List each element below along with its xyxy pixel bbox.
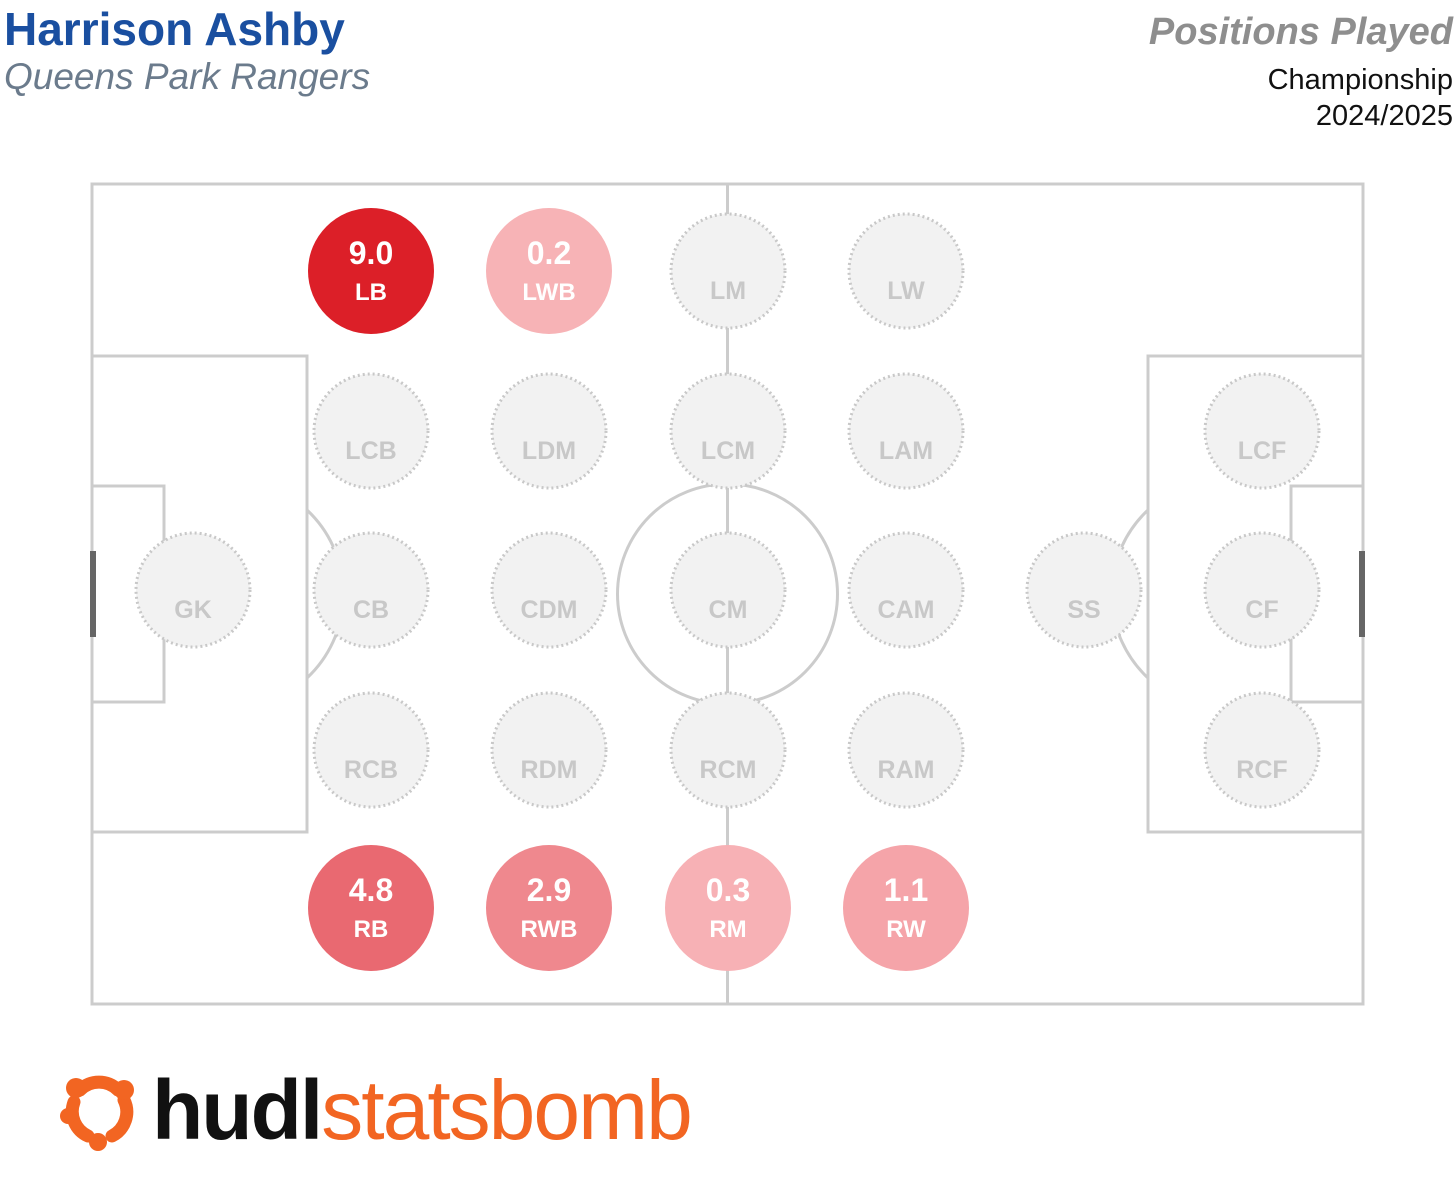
- logo-wordmark-hudl: hudl: [152, 1063, 323, 1157]
- position-label: LWB: [522, 279, 575, 306]
- position-value: 4.8: [349, 872, 393, 908]
- position-label: RWB: [521, 916, 578, 943]
- position-rb: 4.8 RB: [308, 845, 434, 971]
- position-ram: RAM: [847, 691, 965, 809]
- position-cdm: CDM: [490, 531, 608, 649]
- position-label: RCB: [344, 756, 398, 784]
- position-label: CB: [353, 596, 389, 624]
- position-label: RB: [354, 916, 389, 943]
- position-marker: [134, 531, 252, 649]
- hudl-statsbomb-logo: hudlstatsbomb: [58, 1062, 693, 1162]
- position-value: 1.1: [884, 872, 928, 908]
- position-lcb: LCB: [312, 372, 430, 490]
- position-lw: LW: [847, 212, 965, 330]
- position-label: CF: [1245, 596, 1278, 624]
- position-markers: 9.0 LB 0.2 LWB LM LW LCB LDM LCM LAM LCF GK CB CDM CM C…: [134, 208, 1321, 971]
- position-marker: [669, 531, 787, 649]
- position-marker: [847, 372, 965, 490]
- position-lwb: 0.2 LWB: [486, 208, 612, 334]
- position-label: RCM: [700, 756, 757, 784]
- position-marker: [308, 208, 434, 334]
- position-marker: [490, 531, 608, 649]
- position-rwb: 2.9 RWB: [486, 845, 612, 971]
- position-marker: [312, 691, 430, 809]
- position-label: LM: [710, 277, 746, 305]
- position-label: LW: [887, 277, 925, 305]
- position-marker: [490, 372, 608, 490]
- position-label: RDM: [521, 756, 578, 784]
- position-value: 9.0: [349, 235, 393, 271]
- position-rcm: RCM: [669, 691, 787, 809]
- position-marker: [843, 845, 969, 971]
- position-label: LB: [355, 279, 387, 306]
- position-rw: 1.1 RW: [843, 845, 969, 971]
- position-label: LDM: [522, 437, 576, 465]
- position-marker: [665, 845, 791, 971]
- position-value: 0.3: [706, 872, 750, 908]
- position-gk: GK: [134, 531, 252, 649]
- position-label: CAM: [878, 596, 935, 624]
- position-rcb: RCB: [312, 691, 430, 809]
- chart-title: Positions Played: [1148, 11, 1453, 53]
- position-label: RAM: [878, 756, 935, 784]
- position-label: GK: [174, 596, 212, 624]
- position-label: LCB: [345, 437, 396, 465]
- position-marker: [1203, 531, 1321, 649]
- competition-label: Championship: [1267, 64, 1453, 96]
- position-ldm: LDM: [490, 372, 608, 490]
- position-label: CDM: [521, 596, 578, 624]
- position-marker: [847, 691, 965, 809]
- position-label: LAM: [879, 437, 933, 465]
- position-label: SS: [1067, 596, 1100, 624]
- position-label: CM: [709, 596, 748, 624]
- position-label: LCM: [701, 437, 755, 465]
- position-marker: [308, 845, 434, 971]
- position-marker: [1203, 372, 1321, 490]
- logo-wordmark-statsbomb: statsbomb: [321, 1063, 693, 1157]
- position-lam: LAM: [847, 372, 965, 490]
- position-rcf: RCF: [1203, 691, 1321, 809]
- position-cb: CB: [312, 531, 430, 649]
- left-goal: [90, 551, 96, 637]
- position-lcm: LCM: [669, 372, 787, 490]
- player-name: Harrison Ashby: [4, 3, 345, 55]
- season-label: 2024/2025: [1315, 100, 1453, 132]
- position-lcf: LCF: [1203, 372, 1321, 490]
- position-ss: SS: [1025, 531, 1143, 649]
- position-marker: [847, 531, 965, 649]
- position-lb: 9.0 LB: [308, 208, 434, 334]
- position-cf: CF: [1203, 531, 1321, 649]
- position-marker: [490, 691, 608, 809]
- right-goal: [1359, 551, 1365, 637]
- position-rdm: RDM: [490, 691, 608, 809]
- position-marker: [1025, 531, 1143, 649]
- position-lm: LM: [669, 212, 787, 330]
- position-marker: [486, 208, 612, 334]
- position-rm: 0.3 RM: [665, 845, 791, 971]
- position-label: LCF: [1238, 437, 1287, 465]
- position-cam: CAM: [847, 531, 965, 649]
- position-marker: [669, 372, 787, 490]
- team-name: Queens Park Rangers: [4, 56, 371, 97]
- position-marker: [312, 372, 430, 490]
- position-marker: [669, 691, 787, 809]
- position-label: RM: [709, 916, 746, 943]
- position-value: 2.9: [527, 872, 571, 908]
- statsbomb-logo-icon: [60, 1075, 134, 1151]
- position-cm: CM: [669, 531, 787, 649]
- position-label: RW: [886, 916, 926, 943]
- position-marker: [312, 531, 430, 649]
- position-marker: [1203, 691, 1321, 809]
- position-value: 0.2: [527, 235, 571, 271]
- position-marker: [486, 845, 612, 971]
- position-marker: [847, 212, 965, 330]
- logo-wordmark: hudlstatsbomb: [152, 1062, 693, 1158]
- position-label: RCF: [1236, 756, 1287, 784]
- position-marker: [669, 212, 787, 330]
